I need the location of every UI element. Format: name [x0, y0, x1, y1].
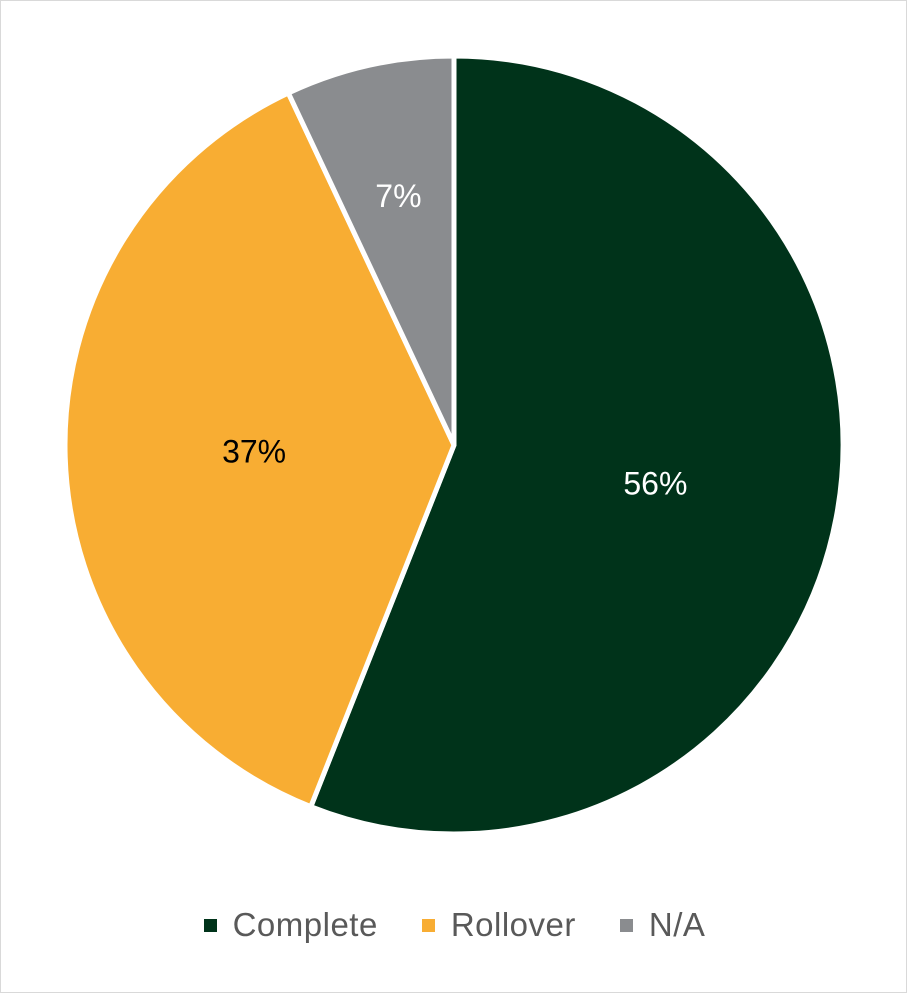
legend-swatch-rollover — [421, 918, 435, 932]
data-label-complete: 56% — [623, 465, 687, 501]
pie-slice-complete[interactable] — [308, 53, 846, 837]
pie-slice-rollover[interactable] — [62, 90, 457, 810]
legend: Complete Rollover N/A — [1, 903, 907, 947]
legend-swatch-complete — [203, 918, 217, 932]
pie-slices — [62, 53, 846, 837]
legend-item-rollover[interactable]: Rollover — [421, 906, 576, 944]
legend-label-na: N/A — [648, 906, 706, 943]
legend-item-na[interactable]: N/A — [619, 906, 706, 944]
pie-chart: 56% 37% 7% — [62, 53, 846, 837]
data-label-n-a: 7% — [375, 178, 421, 214]
legend-label-complete: Complete — [232, 906, 378, 943]
pie-data-labels: 56% 37% 7% — [222, 178, 687, 501]
legend-label-rollover: Rollover — [450, 906, 576, 943]
legend-swatch-na — [619, 918, 633, 932]
data-label-rollover: 37% — [222, 433, 286, 469]
legend-item-complete[interactable]: Complete — [203, 906, 378, 944]
pie-slice-n-a[interactable] — [285, 53, 457, 448]
